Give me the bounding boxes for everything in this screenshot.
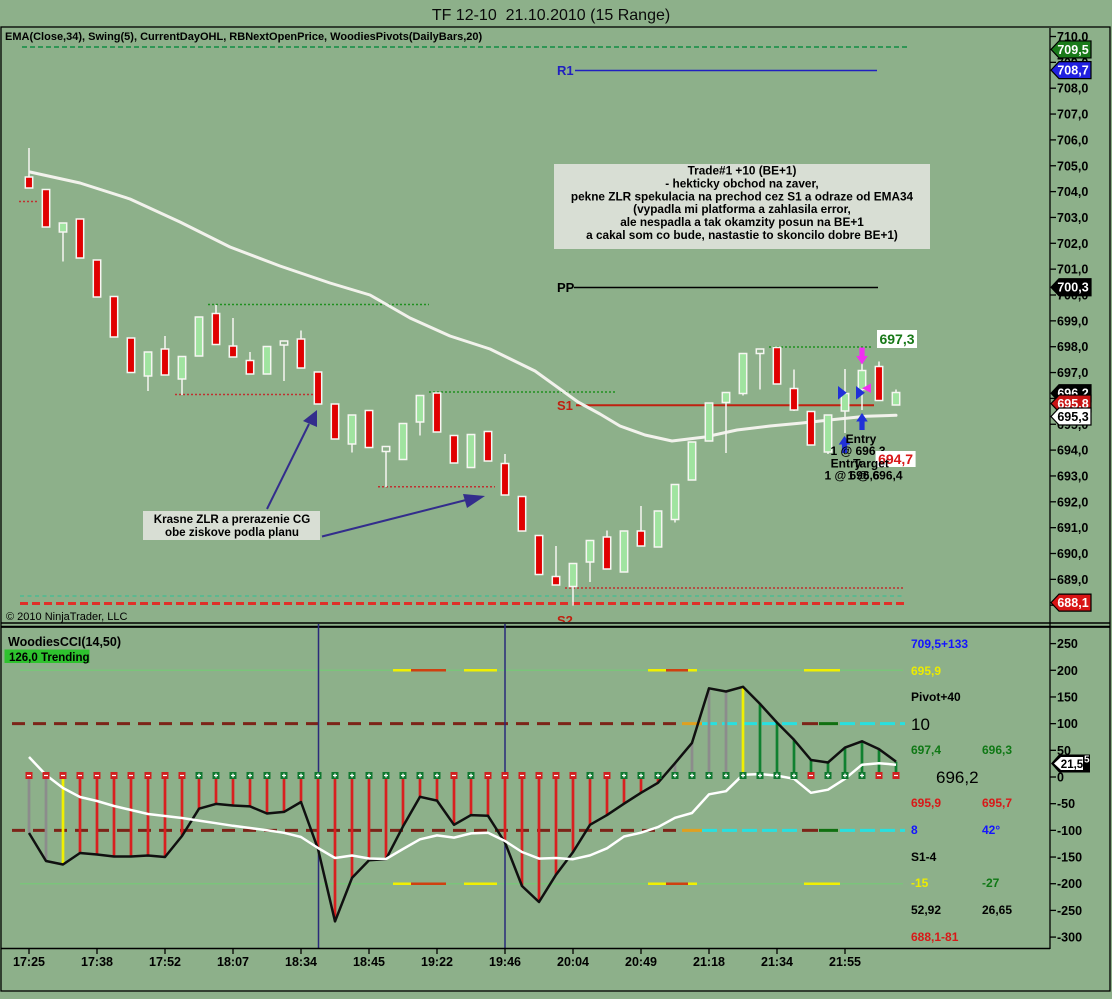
svg-text:100: 100 (1057, 717, 1078, 731)
svg-text:694,0: 694,0 (1057, 444, 1088, 458)
svg-text:21,5: 21,5 (1061, 759, 1084, 771)
svg-text:42°: 42° (982, 823, 1000, 837)
svg-text:200: 200 (1057, 664, 1078, 678)
svg-text:-100: -100 (1057, 824, 1082, 838)
svg-text:17:38: 17:38 (81, 955, 113, 969)
svg-text:695,3: 695,3 (1057, 410, 1088, 424)
svg-text:706,0: 706,0 (1057, 133, 1088, 147)
svg-text:-15: -15 (911, 876, 929, 890)
svg-text:697,4: 697,4 (911, 743, 941, 757)
svg-text:126,0 Trending: 126,0 Trending (9, 652, 90, 664)
svg-text:ale nespadla a tak okamzity po: ale nespadla a tak okamzity posun na BE+… (620, 215, 864, 229)
svg-text:8: 8 (911, 823, 918, 837)
svg-text:50: 50 (1057, 744, 1071, 758)
svg-text:18:45: 18:45 (353, 955, 385, 969)
svg-text:S1-4: S1-4 (911, 850, 937, 864)
svg-text:697,3: 697,3 (879, 331, 914, 347)
svg-text:a cakal som co bude, nastastie: a cakal som co bude, nastastie to skonci… (586, 228, 898, 242)
svg-text:Trade#1 +10 (BE+1): Trade#1 +10 (BE+1) (688, 164, 797, 178)
svg-text:1 @ 696,4: 1 @ 696,4 (847, 469, 902, 483)
svg-text:(vypadla mi platforma a zahlas: (vypadla mi platforma a zahlasila error, (633, 202, 851, 216)
svg-text:703,0: 703,0 (1057, 211, 1088, 225)
svg-text:701,0: 701,0 (1057, 263, 1088, 277)
svg-text:10: 10 (911, 715, 930, 734)
svg-text:-300: -300 (1057, 931, 1082, 945)
svg-text:689,0: 689,0 (1057, 573, 1088, 587)
svg-text:Entry: Entry (846, 432, 877, 446)
svg-text:20:04: 20:04 (557, 955, 589, 969)
svg-text:52,92: 52,92 (911, 903, 941, 917)
svg-text:21:34: 21:34 (761, 955, 793, 969)
svg-text:PP: PP (557, 280, 575, 295)
svg-text:S2: S2 (557, 613, 573, 628)
svg-text:0: 0 (1057, 771, 1064, 785)
svg-text:-27: -27 (982, 876, 1000, 890)
svg-text:18:34: 18:34 (285, 955, 317, 969)
svg-text:708,7: 708,7 (1057, 64, 1088, 78)
svg-text:Target: Target (853, 457, 889, 471)
svg-text:- hekticky obchod na zaver,: - hekticky obchod na zaver, (665, 176, 818, 190)
svg-text:695,7: 695,7 (982, 796, 1012, 810)
svg-text:709,5+133: 709,5+133 (911, 637, 968, 651)
svg-text:Entry: Entry (831, 457, 862, 471)
svg-text:17:52: 17:52 (149, 955, 181, 969)
svg-text:694,7: 694,7 (878, 451, 913, 467)
svg-text:20:49: 20:49 (625, 955, 657, 969)
svg-text:150: 150 (1057, 690, 1078, 704)
svg-text:695,9: 695,9 (911, 664, 941, 678)
svg-text:-50: -50 (1057, 797, 1075, 811)
svg-text:17:25: 17:25 (13, 955, 45, 969)
svg-text:obe ziskove podla planu: obe ziskove podla planu (165, 526, 299, 539)
svg-text:705,0: 705,0 (1057, 159, 1088, 173)
svg-text:692,0: 692,0 (1057, 495, 1088, 509)
svg-text:698,0: 698,0 (1057, 340, 1088, 354)
svg-text:709,5: 709,5 (1057, 43, 1088, 57)
svg-text:1 @ 696,3: 1 @ 696,3 (830, 444, 885, 458)
svg-text:Pivot+40: Pivot+40 (911, 690, 961, 704)
svg-text:1 @ 696,6: 1 @ 696,6 (824, 469, 879, 483)
svg-text:-250: -250 (1057, 904, 1082, 918)
svg-text:690,0: 690,0 (1057, 547, 1088, 561)
svg-text:695,9: 695,9 (911, 796, 941, 810)
svg-text:-150: -150 (1057, 851, 1082, 865)
svg-text:18:07: 18:07 (217, 955, 249, 969)
svg-text:WoodiesCCI(14,50): WoodiesCCI(14,50) (8, 635, 121, 649)
svg-text:19:46: 19:46 (489, 955, 521, 969)
svg-text:688,1-81: 688,1-81 (911, 930, 959, 944)
svg-text:21:55: 21:55 (829, 955, 861, 969)
svg-text:26,65: 26,65 (982, 903, 1012, 917)
svg-text:691,0: 691,0 (1057, 521, 1088, 535)
svg-text:700,3: 700,3 (1057, 281, 1088, 295)
svg-text:-200: -200 (1057, 877, 1082, 891)
svg-text:5: 5 (1084, 755, 1090, 766)
svg-text:R1: R1 (557, 63, 574, 78)
svg-text:699,0: 699,0 (1057, 314, 1088, 328)
svg-text:707,0: 707,0 (1057, 108, 1088, 122)
svg-text:© 2010 NinjaTrader, LLC: © 2010 NinjaTrader, LLC (6, 611, 127, 623)
svg-text:19:22: 19:22 (421, 955, 453, 969)
svg-text:702,0: 702,0 (1057, 237, 1088, 251)
svg-text:688,1: 688,1 (1057, 596, 1088, 610)
svg-text:697,0: 697,0 (1057, 366, 1088, 380)
svg-text:EMA(Close,34), Swing(5), Curre: EMA(Close,34), Swing(5), CurrentDayOHL, … (5, 31, 483, 43)
svg-text:21:18: 21:18 (693, 955, 725, 969)
svg-text:pekne ZLR spekulacia na precho: pekne ZLR spekulacia na prechod cez S1 a… (571, 189, 914, 203)
svg-text:S1: S1 (557, 398, 573, 413)
svg-text:696,3: 696,3 (982, 743, 1012, 757)
svg-text:704,0: 704,0 (1057, 185, 1088, 199)
svg-text:693,0: 693,0 (1057, 469, 1088, 483)
svg-text:696,2: 696,2 (936, 768, 979, 787)
svg-text:Krasne ZLR a prerazenie CG: Krasne ZLR a prerazenie CG (154, 513, 311, 526)
svg-text:250: 250 (1057, 637, 1078, 651)
svg-text:TF 12-10 21.10.2010 (15 Range: TF 12-10 21.10.2010 (15 Range) (432, 7, 670, 24)
svg-text:708,0: 708,0 (1057, 82, 1088, 96)
